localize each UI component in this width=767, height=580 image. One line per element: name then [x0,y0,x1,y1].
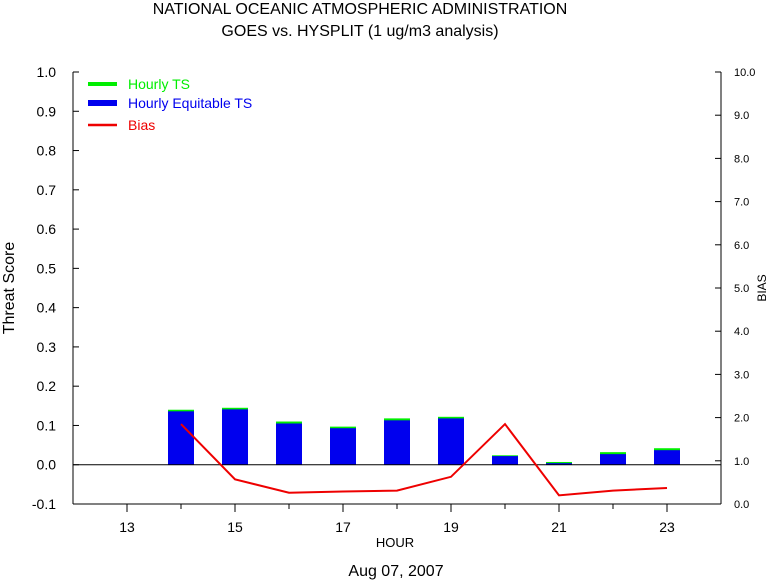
bar-layer [168,407,680,465]
x-tick-label: 23 [659,519,675,535]
y2-tick-label: 1.0 [734,456,749,468]
x-tick-label: 21 [551,519,567,535]
ets-bar [168,411,194,465]
y2-tick-label: 0.0 [734,499,749,511]
ets-bar [492,456,518,465]
y2-tick-label: 4.0 [734,326,749,338]
y2-axis-label: BIAS [755,274,767,301]
legend-label: Bias [128,117,155,133]
x-tick-label: 13 [119,519,135,535]
legend-label: Hourly Equitable TS [128,95,252,111]
chart-subtitle: GOES vs. HYSPLIT (1 ug/m3 analysis) [221,23,498,40]
y2-tick-label: 9.0 [734,110,749,122]
y-tick-label: 1.0 [37,64,57,80]
y-tick-label: 0.1 [37,417,57,433]
ets-bar [654,450,680,465]
y2-tick-label: 8.0 [734,153,749,165]
axes-layer: -0.1 0.0 0.1 0.2 0.3 0.4 0.5 0.6 0.7 0.8 0.9 1.0 0.0… [32,64,756,535]
bias-line [180,422,668,497]
y-tick-label: -0.1 [32,496,56,512]
legend-label: Hourly TS [128,76,190,92]
y-tick-label: 0.0 [37,457,57,473]
y2-tick-label: 7.0 [734,197,749,209]
ets-bar [546,463,572,465]
x-tick-label: 17 [335,519,351,535]
ets-bar [330,428,356,465]
y2-tick-label: 6.0 [734,240,749,252]
x-axis-label: HOUR [376,535,414,550]
y-tick-label: 0.6 [37,221,57,237]
y-tick-label: 0.2 [37,378,57,394]
y-tick-label: 0.4 [37,300,57,316]
y2-tick-label: 2.0 [734,413,749,425]
ets-bar [600,454,626,465]
y-axis-label: Threat Score [1,242,18,335]
x-tick-label: 15 [227,519,243,535]
ets-bar [222,409,248,465]
y-tick-label: 0.7 [37,182,57,198]
footer-date: Aug 07, 2007 [348,563,443,580]
bias-line-layer [180,422,668,497]
y-tick-label: 0.5 [37,260,57,276]
y-tick-label: 0.9 [37,103,57,119]
y2-tick-label: 5.0 [734,283,749,295]
x-tick-label: 19 [443,519,459,535]
y-tick-label: 0.3 [37,339,57,355]
ets-bar [438,418,464,465]
y2-tick-label: 3.0 [734,369,749,381]
y-tick-label: 0.8 [37,143,57,159]
ets-bar [276,423,302,465]
ets-bar [384,420,410,465]
legend: Hourly TS Hourly Equitable TS Bias [88,76,252,133]
chart-title: NATIONAL OCEANIC ATMOSPHERIC ADMINISTRAT… [153,1,568,18]
y2-tick-label: 10.0 [734,67,755,79]
